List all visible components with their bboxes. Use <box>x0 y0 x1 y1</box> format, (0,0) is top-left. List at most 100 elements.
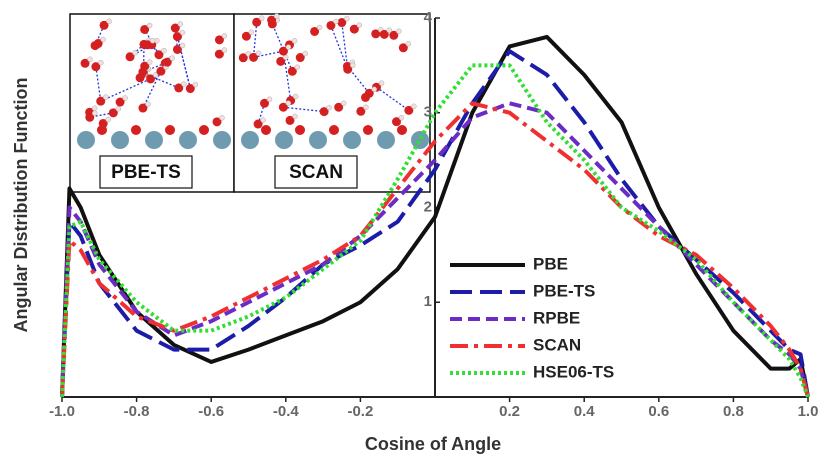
hydrogen-atom <box>350 63 355 68</box>
hydrogen-atom <box>123 96 128 101</box>
substrate-atom <box>179 131 197 149</box>
hydrogen-atom <box>133 50 138 55</box>
substrate-atom <box>309 131 327 149</box>
hydrogen-atom <box>396 29 401 34</box>
hydrogen-atom <box>283 55 288 60</box>
hydrogen-atom <box>150 38 155 43</box>
y-tick-label: 4 <box>424 9 433 26</box>
hydrogen-atom <box>286 101 291 106</box>
hydrogen-atom <box>170 56 175 61</box>
hydrogen-atom <box>222 48 227 53</box>
surface-oxygen <box>131 125 141 135</box>
hydrogen-atom <box>147 23 152 28</box>
hydrogen-atom <box>317 25 322 30</box>
x-axis-title: Cosine of Angle <box>365 434 501 454</box>
substrate-atom <box>213 131 231 149</box>
substrate-atom <box>241 131 259 149</box>
surface-oxygen <box>397 125 407 135</box>
hydrogen-atom <box>98 60 103 65</box>
hydrogen-atom <box>92 111 97 116</box>
x-tick-label: 0.8 <box>723 403 744 420</box>
hydrogen-atom <box>107 19 112 24</box>
hydrogen-atom <box>261 118 266 123</box>
hydrogen-atom <box>344 16 349 21</box>
hydrogen-atom <box>180 30 185 35</box>
substrate-atom <box>145 131 163 149</box>
hydrogen-atom <box>256 51 261 56</box>
x-tick-label: 0.4 <box>574 403 596 420</box>
y-tick-label: 1 <box>424 293 432 310</box>
x-tick-label: 0.6 <box>648 403 669 420</box>
surface-oxygen <box>295 125 305 135</box>
y-tick-label: 3 <box>424 104 432 121</box>
hydrogen-atom <box>363 105 368 110</box>
surface-oxygen <box>199 125 209 135</box>
hydrogen-atom <box>178 22 183 27</box>
hydrogen-atom <box>147 60 152 65</box>
hydrogen-atom <box>379 81 384 86</box>
hydrogen-atom <box>387 28 392 33</box>
hydrogen-atom <box>399 115 404 120</box>
legend-label: SCAN <box>533 335 581 354</box>
substrate-atom <box>77 131 95 149</box>
hydrogen-atom <box>372 87 377 92</box>
hydrogen-atom <box>286 45 291 50</box>
hydrogen-atom <box>103 95 108 100</box>
legend-label: PBE <box>533 254 568 273</box>
substrate-atom <box>411 131 429 149</box>
legend-label: HSE06-TS <box>533 362 614 381</box>
surface-oxygen <box>329 125 339 135</box>
chart: PBE-TS SCAN Cosine of Angle Angular Distr… <box>0 0 818 456</box>
hydrogen-atom <box>333 19 338 24</box>
y-axis-title: Angular Distribution Function <box>11 78 31 333</box>
hydrogen-atom <box>116 106 121 111</box>
hydrogen-atom <box>106 117 111 122</box>
hydrogen-atom <box>406 41 411 46</box>
hydrogen-atom <box>303 51 308 56</box>
hydrogen-atom <box>274 14 279 19</box>
hydrogen-atom <box>341 101 346 106</box>
surface-oxygen <box>165 125 175 135</box>
hydrogen-atom <box>295 65 300 70</box>
hydrogen-atom <box>293 94 298 99</box>
x-tick-label: 1.0 <box>798 403 818 420</box>
hydrogen-atom <box>293 114 298 119</box>
inset-image: PBE-TS SCAN <box>70 14 430 192</box>
hydrogen-atom <box>357 23 362 28</box>
hydrogen-atom <box>411 104 416 109</box>
hydrogen-atom <box>145 102 150 107</box>
y-tick-label: 2 <box>424 198 432 215</box>
substrate-atom <box>275 131 293 149</box>
hydrogen-atom <box>219 115 224 120</box>
x-tick-label: -0.2 <box>347 403 373 420</box>
x-tick-label: -0.8 <box>124 403 150 420</box>
legend-label: PBE-TS <box>533 281 595 300</box>
hydrogen-atom <box>92 106 97 111</box>
substrate-atom <box>343 131 361 149</box>
surface-oxygen <box>363 125 373 135</box>
hydrogen-atom <box>161 48 166 53</box>
x-tick-label: -1.0 <box>49 403 75 420</box>
hydrogen-atom <box>193 82 198 87</box>
hydrogen-atom <box>259 16 264 21</box>
hydrogen-atom <box>101 37 106 42</box>
hydrogen-atom <box>88 57 93 62</box>
legend-label: RPBE <box>533 308 580 327</box>
substrate-atom <box>111 131 129 149</box>
surface-oxygen <box>97 125 107 135</box>
legend: PBE PBE-TS RPBE SCAN HSE06-TS <box>450 254 614 381</box>
hydrogen-atom <box>267 97 272 102</box>
hydrogen-atom <box>222 33 227 38</box>
inset-label: PBE-TS <box>111 162 181 183</box>
hydrogen-atom <box>249 30 254 35</box>
hydrogen-atom <box>327 105 332 110</box>
inset-label: SCAN <box>289 162 343 183</box>
surface-oxygen <box>261 125 271 135</box>
x-tick-label: -0.6 <box>198 403 224 420</box>
hydrogen-atom <box>180 43 185 48</box>
hydrogen-atom <box>292 38 297 43</box>
hydrogen-atom <box>181 81 186 86</box>
x-tick-label: -0.4 <box>273 403 300 420</box>
x-tick-label: 0.2 <box>499 403 520 420</box>
substrate-atom <box>377 131 395 149</box>
